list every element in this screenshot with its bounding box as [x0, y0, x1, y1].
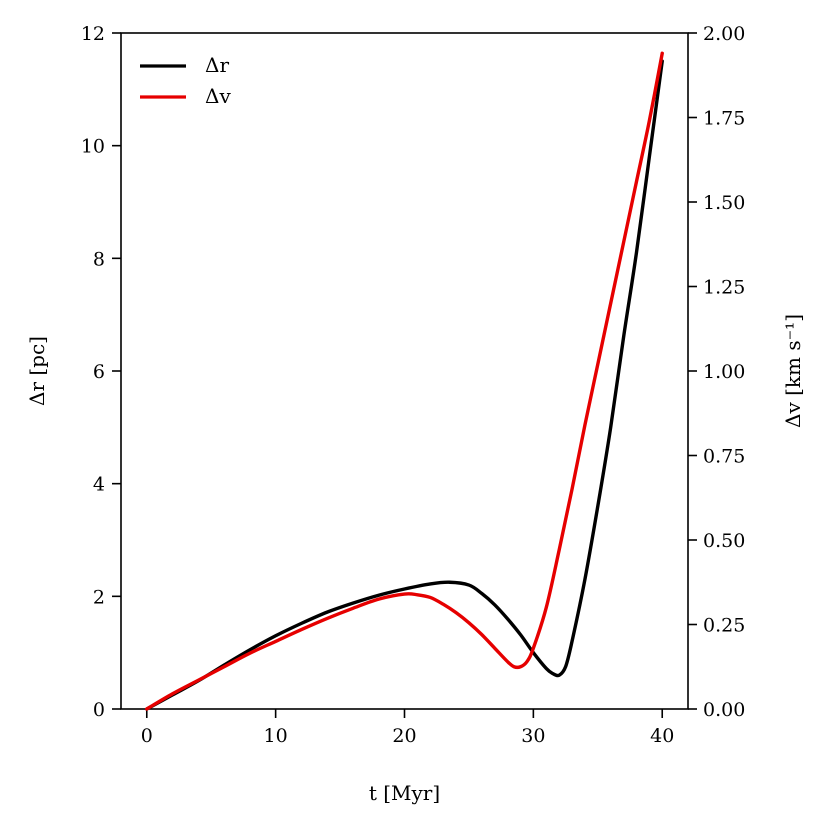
right-y-tick-label: 1.25 [703, 277, 745, 299]
right-y-tick-label: 2.00 [703, 23, 745, 45]
right-y-axis-label: Δv [km s⁻¹] [781, 314, 805, 428]
legend: Δr Δv [140, 53, 231, 108]
left-y-tick-label: 10 [81, 136, 105, 158]
right-y-tick-label: 1.50 [703, 192, 745, 214]
x-tick-label: 10 [264, 725, 288, 747]
right-y-tick-label: 0.25 [703, 615, 745, 637]
right-y-tick-label: 0.50 [703, 530, 745, 552]
legend-label-delta-r: Δr [205, 53, 229, 77]
x-tick-label: 30 [521, 725, 545, 747]
left-y-tick-label: 2 [93, 586, 105, 608]
x-axis: 0 10 20 30 40 [141, 709, 674, 747]
left-y-tick-label: 0 [93, 699, 105, 721]
x-tick-label: 40 [650, 725, 674, 747]
right-y-axis: 0.00 0.25 0.50 0.75 1.00 1.25 1.50 1.75 2.00 [688, 23, 745, 721]
right-y-tick-label: 1.00 [703, 361, 745, 383]
x-tick-label: 0 [141, 725, 153, 747]
series-layer [145, 51, 664, 711]
left-y-tick-label: 12 [81, 23, 105, 45]
x-axis-label: t [Myr] [369, 781, 440, 805]
left-y-tick-label: 8 [93, 248, 105, 270]
left-y-tick-label: 6 [93, 361, 105, 383]
left-y-axis: 0 2 4 6 8 10 12 [81, 23, 121, 721]
series-line-delta-r [145, 59, 664, 711]
right-y-tick-label: 0.00 [703, 699, 745, 721]
legend-label-delta-v: Δv [205, 84, 231, 108]
plot-frame [120, 32, 689, 710]
left-y-tick-label: 4 [93, 474, 105, 496]
series-line-delta-v [145, 51, 664, 711]
x-tick-label: 20 [392, 725, 416, 747]
right-y-tick-label: 0.75 [703, 446, 745, 468]
right-y-tick-label: 1.75 [703, 108, 745, 130]
left-y-axis-label: Δr [pc] [25, 336, 49, 406]
